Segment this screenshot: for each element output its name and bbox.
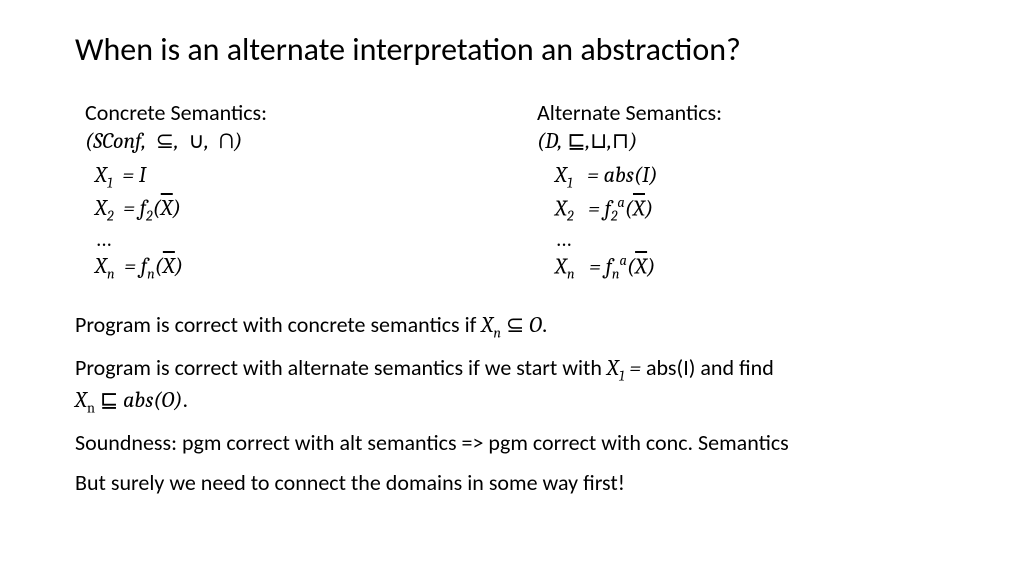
concrete-eq1: X1 = I [85, 160, 497, 193]
body-line3: Soundness: pgm correct with alt semantic… [75, 428, 949, 458]
alternate-eqn: Xn = fna(X) [537, 251, 949, 285]
semantics-columns: Concrete Semantics: (SConf, ⊆, ∪, ∩) X1 … [75, 99, 949, 285]
body-line2-text-b: abs(I) and find [646, 354, 774, 381]
slide-container: When is an alternate interpretation an a… [0, 0, 1024, 528]
concrete-header: Concrete Semantics: [85, 99, 497, 126]
body-line1: Program is correct with concrete semanti… [75, 310, 949, 343]
body-line2-text-a: Program is correct with alternate semant… [75, 354, 607, 381]
concrete-dots: … [85, 227, 497, 251]
alternate-eq1: X1 = abs(I) [537, 160, 949, 193]
concrete-lattice: (SConf, ⊆, ∪, ∩) [85, 128, 497, 154]
alternate-eq2: X2 = f2a(X) [537, 193, 949, 227]
body-line1-text: Program is correct with concrete semanti… [75, 311, 481, 338]
alternate-header: Alternate Semantics: [537, 99, 949, 126]
body-line2-math2: Xn ⊑ abs(O) [75, 387, 182, 413]
concrete-eq2: X2 = f2(X) [85, 193, 497, 226]
alternate-column: Alternate Semantics: (D, ⊑,⊔,⊓) X1 = abs… [497, 99, 949, 285]
concrete-eqn: Xn = fn(X) [85, 251, 497, 284]
body-line4: But surely we need to connect the domain… [75, 468, 949, 498]
body-line2: Program is correct with alternate semant… [75, 353, 949, 418]
slide-title: When is an alternate interpretation an a… [75, 30, 949, 69]
alternate-dots: … [537, 227, 949, 251]
concrete-column: Concrete Semantics: (SConf, ⊆, ∪, ∩) X1 … [75, 99, 497, 285]
body-line2-math1: X1 = [607, 355, 646, 381]
alternate-lattice: (D, ⊑,⊔,⊓) [537, 128, 949, 154]
body-line1-math: Xn ⊆ O [481, 312, 542, 338]
